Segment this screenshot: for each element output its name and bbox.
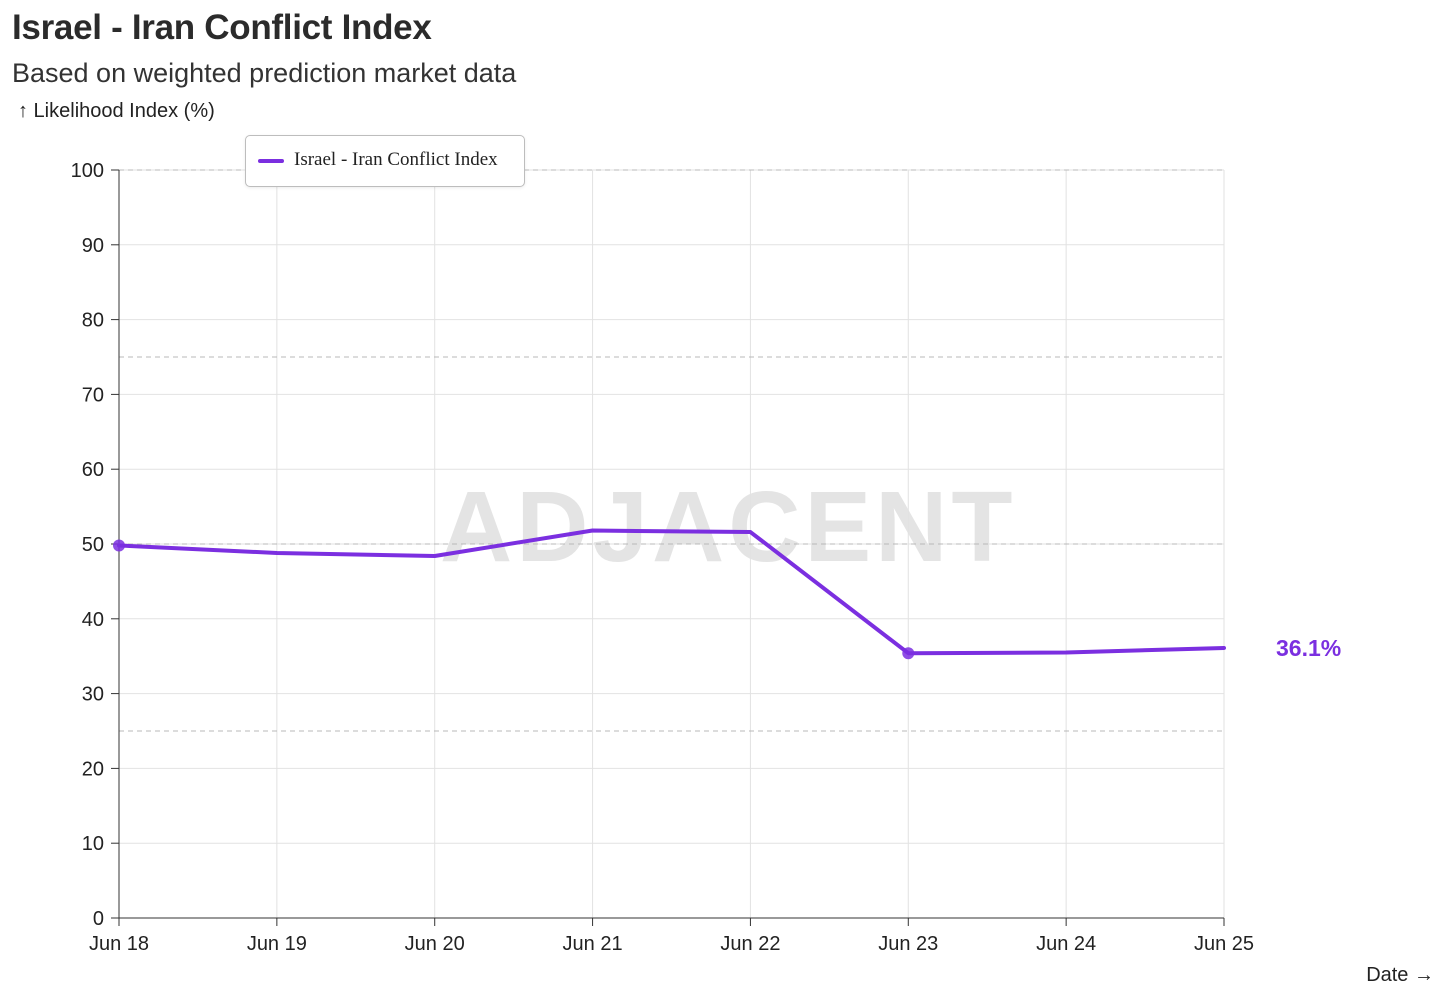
data-point-marker	[113, 539, 125, 552]
x-axis-label: Date →	[1366, 964, 1434, 986]
y-tick-label: 60	[82, 459, 104, 481]
chart-subtitle: Based on weighted prediction market data	[12, 58, 517, 88]
y-tick-label: 90	[82, 235, 104, 257]
legend-entry-label: Israel - Iran Conflict Index	[294, 149, 498, 170]
y-tick-label: 20	[82, 758, 104, 780]
x-tick-label: Jun 18	[89, 933, 149, 955]
series-line	[117, 528, 1226, 656]
y-axis-label: ↑ Likelihood Index (%)	[18, 100, 215, 122]
y-tick-label: 10	[82, 833, 104, 855]
data-point-marker	[902, 647, 915, 660]
y-tick-label: 50	[82, 534, 104, 556]
end-value-label: 36.1%	[1276, 635, 1341, 661]
x-tick-label: Jun 25	[1194, 933, 1254, 955]
y-tick-label: 30	[82, 684, 104, 706]
y-tick-label: 70	[82, 384, 104, 406]
x-tick-label: Jun 20	[405, 933, 465, 955]
x-tick-label: Jun 21	[563, 933, 623, 955]
y-tick-label: 0	[93, 908, 104, 930]
watermark: ADJACENT	[440, 471, 1017, 583]
chart-legend: Israel - Iran Conflict Index	[245, 135, 525, 187]
y-tick-label: 80	[82, 310, 104, 332]
x-tick-label: Jun 24	[1036, 933, 1096, 955]
x-tick-label: Jun 23	[878, 933, 938, 955]
x-tick-label: Jun 19	[247, 933, 307, 955]
y-tick-label: 100	[71, 160, 104, 182]
x-tick-label: Jun 22	[720, 933, 780, 955]
chart-title: Israel - Iran Conflict Index	[12, 8, 432, 47]
y-tick-label: 40	[82, 609, 104, 631]
legend-swatch	[258, 159, 284, 163]
